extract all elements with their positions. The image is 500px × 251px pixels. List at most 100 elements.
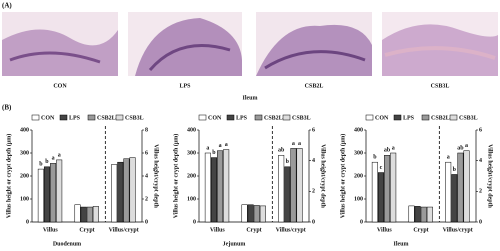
x-tick-label: Crypt [413,227,428,233]
bar [390,152,397,223]
significance-letter: a [52,156,55,162]
y2-tick-label: 8 [145,127,148,133]
y2-tick-label: 4 [312,158,315,164]
bar [451,174,458,223]
y2-axis-label: Villus height/crypt depth [153,144,159,208]
bar [92,206,99,223]
image-label: CON [53,83,67,89]
significance-letter: a [58,152,61,158]
significance-letter: ab [384,148,391,154]
y2-tick-label: 2 [145,196,148,202]
y-tick-label: 200 [20,173,29,179]
histology-image [382,12,498,76]
legend-label: CON [41,115,55,121]
legend-swatch [393,114,402,121]
y-tick-label: 400 [20,127,29,133]
significance-letter: a [447,155,450,161]
y-tick-label: 200 [187,173,196,179]
y-tick-label: 400 [354,127,363,133]
y-tick-label: 0 [360,219,363,225]
legend-swatch [198,114,207,121]
y2-tick-label: 0 [145,219,148,225]
significance-letter: a [219,143,222,149]
bar [384,155,391,223]
legend-swatch [226,114,235,121]
y2-tick-label: 2 [312,189,315,195]
y2-tick-label: 2 [479,189,482,195]
y2-tick-label: 4 [479,158,482,164]
bar [37,168,44,223]
significance-letter: c [380,165,383,171]
bar [408,205,415,223]
y-axis-label: Villus height or crypt depth (μm) [339,134,346,219]
x-tick-label: Villus/crypt [109,227,139,233]
significance-letter: a [225,142,228,148]
legend-swatch [282,114,291,121]
bar [420,206,427,223]
y-tick-label: 300 [354,150,363,156]
bar [241,204,248,223]
bar [445,161,452,223]
y-tick-label: 400 [187,127,196,133]
significance-letter: ab [457,145,464,151]
bar [463,150,470,223]
significance-letter: a [392,145,395,151]
bar [117,161,124,223]
histology-image [128,12,242,76]
bar [56,159,63,223]
legend-swatch [31,114,40,121]
y-tick-label: 300 [20,150,29,156]
histology-image [256,12,372,77]
legend-label: LPS [69,115,81,121]
y2-tick-label: 0 [479,219,482,225]
panel-label: (A) [2,2,12,10]
legend-swatch [59,114,68,121]
legend-label: LPS [236,115,248,121]
legend-label: CSB2L [431,115,450,121]
significance-letter: b [373,155,377,161]
x-tick-label: Villus [377,227,392,233]
significance-letter: a [292,141,295,147]
chart-title: Jejunum [223,241,246,247]
chart-title: Ileum [394,241,409,247]
x-tick-label: Villus [210,227,225,233]
x-tick-label: Villus/crypt [276,227,306,233]
bar [253,205,260,223]
bar [259,205,266,223]
bar [210,157,217,223]
histology-images [2,12,498,77]
y-axis-label: Villus height or crypt depth (μm) [5,134,12,219]
x-tick-label: Villus [43,227,58,233]
histology-image [2,12,118,76]
significance-letter: a [465,143,468,149]
bar [247,204,254,223]
legend-swatch [115,114,124,121]
x-tick-label: Crypt [246,227,261,233]
significance-letter: b [45,159,49,165]
bar [414,206,421,223]
y-tick-label: 0 [26,219,29,225]
y2-tick-label: 4 [145,173,148,179]
y-tick-label: 300 [187,150,196,156]
bar [111,164,118,223]
bar [278,155,285,223]
y2-tick-label: 0 [312,219,315,225]
bar [377,172,384,223]
tissue-fold [148,44,231,71]
y2-axis-label: Villus height/crypt depth [487,144,493,208]
image-caption: Ileum [243,95,258,101]
bar [284,166,291,223]
chart-title: Duodenum [53,241,81,247]
image-label: LPS [179,83,191,89]
image-label: CSB3L [431,83,450,89]
significance-letter: b [212,150,216,156]
bar [129,157,136,223]
significance-letter: a [206,145,209,151]
legend-label: CON [375,115,389,121]
bar [290,148,297,223]
legend-label: CSB3L [459,115,478,121]
significance-letter: a [298,141,301,147]
bar [371,161,378,223]
x-tick-label: Crypt [79,227,94,233]
significance-letter: b [453,167,457,173]
